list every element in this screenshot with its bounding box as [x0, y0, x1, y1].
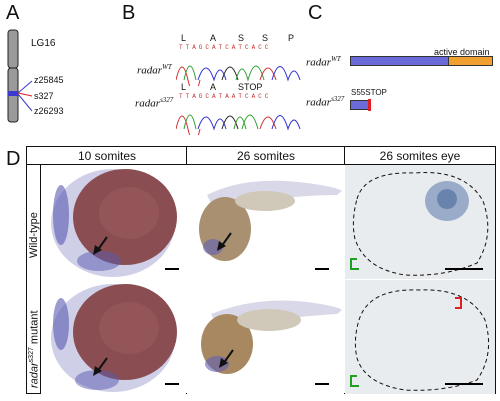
chromosome-label: LG16: [31, 38, 56, 49]
active-domain-label: active domain: [434, 47, 490, 57]
chromosome-diagram: [7, 29, 33, 123]
panel-letter-d: D: [6, 148, 21, 170]
panel-letter-b: B: [122, 2, 136, 24]
radar-wt-protein-label: radarWT: [306, 55, 341, 69]
sequence-mut: TTAGCATAATCACC: [179, 93, 272, 100]
marker-label: z25845: [34, 75, 64, 85]
chromatogram-mut: [176, 114, 301, 135]
aa-label: STOP: [238, 82, 263, 92]
image-eye-wt: [345, 165, 495, 279]
image-10-somites-wt: [41, 165, 186, 279]
image-eye-mutant: [345, 280, 495, 394]
image-10-somites-mutant: [41, 280, 186, 394]
aa-label: A: [210, 33, 217, 43]
aa-label: L: [181, 33, 187, 43]
radar-mut-label: radars327: [135, 96, 174, 110]
active-domain-region: [448, 56, 493, 66]
stop-label: S55STOP: [351, 88, 387, 97]
column-header: 10 somites: [77, 149, 137, 163]
aa-label: P: [288, 33, 295, 43]
aa-label: A: [210, 82, 217, 92]
stop-marker: [368, 99, 371, 111]
sequence-wt: TTAGCATCATCACC: [179, 44, 272, 51]
radar-wt-label: radarWT: [137, 63, 172, 77]
marker-label: s327: [34, 91, 54, 101]
aa-label: S: [238, 33, 245, 43]
chromatogram-wt: [176, 65, 301, 86]
column-header: 26 somites eye: [379, 149, 461, 163]
aa-label: L: [181, 82, 187, 92]
aa-label: S: [262, 33, 269, 43]
row-label-wildtype: Wild-type: [28, 212, 40, 258]
image-26-somites-wt: [187, 165, 344, 279]
radar-mut-protein-label: radars327: [306, 95, 345, 109]
protein-mut-bar: [350, 99, 371, 111]
panel-letter-a: A: [6, 2, 20, 24]
row-label-mutant: radars327 mutant: [28, 310, 41, 388]
column-header: 26 somites: [236, 149, 296, 163]
protein-wt-bar: [350, 56, 493, 66]
marker-label: z26293: [34, 106, 64, 116]
image-26-somites-mutant: [187, 280, 344, 394]
panel-letter-c: C: [308, 2, 323, 24]
